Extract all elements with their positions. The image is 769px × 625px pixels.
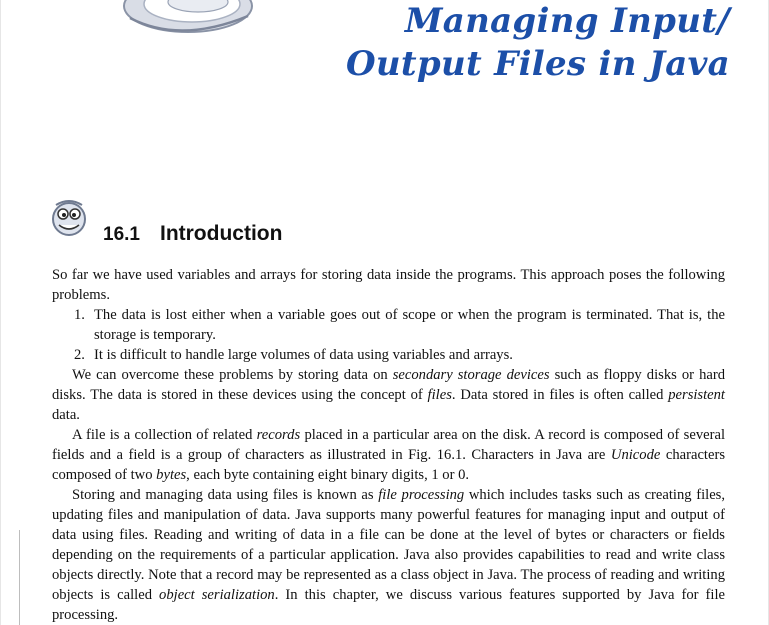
- text-run: , each byte containing eight binary digi…: [186, 467, 470, 483]
- emphasis: file processing: [378, 487, 465, 503]
- chapter-title-line-1: Managing Input/: [404, 1, 730, 41]
- list-item-text: It is difficult to handle large volumes …: [94, 347, 513, 363]
- text-run: such as floppy disks or hard disks. The …: [52, 367, 725, 403]
- chapter-title: Managing Input/ Output Files in Java: [300, 0, 730, 86]
- text-run: We can overcome these problems by storin…: [72, 367, 393, 383]
- list-item-number: 2.: [74, 347, 85, 363]
- list-item: 1. The data is lost either when a variabl…: [52, 305, 725, 345]
- emphasis: secondary storage devices: [392, 367, 550, 383]
- paragraph-file-definition: A file is a collection of related record…: [52, 425, 725, 485]
- problem-list: 1. The data is lost either when a variabl…: [52, 305, 725, 365]
- text-run: characters composed of two: [52, 447, 725, 483]
- paragraph-file-processing: Storing and managing data using files is…: [52, 485, 725, 625]
- text-run: A file is a collection of related: [72, 427, 257, 443]
- emphasis: persistent: [668, 387, 725, 403]
- paragraph-intro: So far we have used variables and arrays…: [52, 267, 725, 303]
- emphasis: bytes: [156, 467, 187, 483]
- emphasis: records: [256, 427, 301, 443]
- list-item-text: The data is lost either when a variable …: [94, 307, 725, 343]
- chapter-logo-icon: [123, 0, 253, 33]
- emphasis: files: [427, 387, 452, 403]
- emphasis: object serialization: [159, 587, 275, 603]
- text-run: . Data stored in files is often called: [451, 387, 669, 403]
- list-item-number: 1.: [74, 307, 85, 323]
- section-title: Introduction: [159, 222, 283, 245]
- text-run: which includes tasks such as creating fi…: [52, 487, 726, 603]
- page-edge-left: [0, 0, 1, 625]
- margin-change-bar: [19, 530, 20, 625]
- section-number: 16.1: [103, 224, 140, 245]
- chapter-title-line-2: Output Files in Java: [345, 44, 730, 84]
- text-run: placed in a particular area on the disk.…: [52, 427, 725, 463]
- list-item: 2. It is difficult to handle large volume…: [52, 345, 725, 365]
- emphasis: Unicode: [610, 447, 661, 463]
- text-run: data.: [52, 407, 80, 423]
- body-text: So far we have used variables and arrays…: [52, 265, 725, 625]
- section-heading: 16.1 Introduction: [103, 222, 282, 246]
- section-mascot-icon: [52, 200, 86, 236]
- paragraph-storage: We can overcome these problems by storin…: [52, 365, 725, 425]
- text-run: . In this chapter, we discuss various fe…: [52, 587, 726, 623]
- text-run: Storing and managing data using files is…: [72, 487, 379, 503]
